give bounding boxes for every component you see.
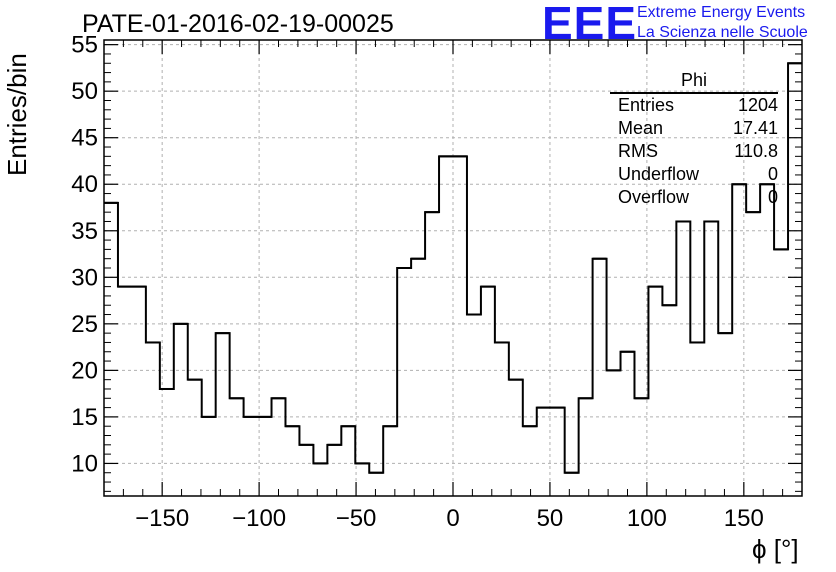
stats-value: 17.41 xyxy=(732,118,778,138)
y-tick-label: 10 xyxy=(71,450,98,477)
stats-value: 0 xyxy=(767,187,778,207)
x-tick-label: 150 xyxy=(724,505,764,532)
x-axis-label: ϕ [°] xyxy=(752,534,799,564)
stats-row: RMS 110.8 xyxy=(610,140,778,163)
x-tick-label: −50 xyxy=(336,505,377,532)
logo-subtitle-line2: La Scienza nelle Scuole xyxy=(637,24,808,41)
stats-row: Mean 17.41 xyxy=(610,117,778,140)
y-tick-label: 15 xyxy=(71,404,98,431)
stats-label: Overflow xyxy=(618,187,690,207)
y-tick-label: 40 xyxy=(71,171,98,198)
stats-label: Underflow xyxy=(618,164,700,184)
y-tick-label: 25 xyxy=(71,311,98,338)
x-tick-label: 0 xyxy=(446,505,459,532)
y-tick-label: 30 xyxy=(71,264,98,291)
x-tick-label: −150 xyxy=(135,505,189,532)
y-axis-label: Entries/bin xyxy=(2,53,32,176)
x-tick-label: 100 xyxy=(627,505,667,532)
stats-row: Overflow 0 xyxy=(610,186,778,209)
stats-title: Phi xyxy=(610,70,778,94)
stats-row: Entries 1204 xyxy=(610,94,778,117)
eee-logo: EEE xyxy=(542,0,638,49)
stats-label: RMS xyxy=(618,141,658,161)
y-tick-label: 50 xyxy=(71,78,98,105)
y-tick-label: 20 xyxy=(71,357,98,384)
stats-label: Mean xyxy=(618,118,664,138)
y-tick-label: 55 xyxy=(71,32,98,59)
stats-value: 0 xyxy=(767,164,778,184)
stats-box: Phi Entries 1204 Mean 17.41 RMS 110.8 Un… xyxy=(610,70,778,209)
stats-value: 1204 xyxy=(737,95,778,115)
logo-subtitle-line1: Extreme Energy Events xyxy=(637,4,806,21)
stats-label: Entries xyxy=(618,95,675,115)
y-tick-label: 35 xyxy=(71,218,98,245)
x-tick-label: 50 xyxy=(537,505,564,532)
y-tick-label: 45 xyxy=(71,125,98,152)
stats-value: 110.8 xyxy=(734,141,778,161)
stats-row: Underflow 0 xyxy=(610,163,778,186)
chart-title: PATE-01-2016-02-19-00025 xyxy=(82,10,394,38)
x-tick-label: −100 xyxy=(232,505,286,532)
